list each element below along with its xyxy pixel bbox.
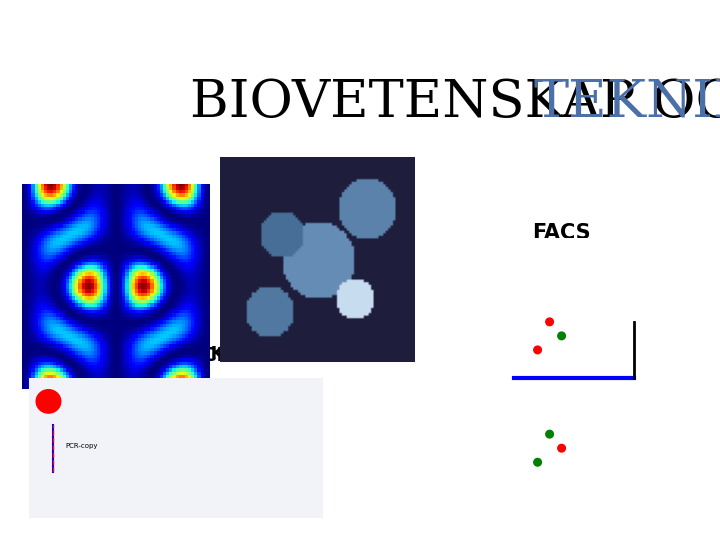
Point xyxy=(532,346,544,354)
Point xyxy=(556,332,567,340)
Text: FACS: FACS xyxy=(532,223,591,243)
Text: BIOVETENSKAP OCH: BIOVETENSKAP OCH xyxy=(190,77,720,128)
Text: TEKNIK: TEKNIK xyxy=(534,77,720,128)
Text: PCR: PCR xyxy=(188,346,232,366)
Circle shape xyxy=(36,390,60,413)
Point xyxy=(544,318,555,326)
Point xyxy=(532,458,544,467)
Point xyxy=(544,430,555,438)
Text: MIKROSKOPI: MIKROSKOPI xyxy=(271,162,400,180)
Text: PCR-copy: PCR-copy xyxy=(66,443,98,449)
Text: SPEKTROSKOPI: SPEKTROSKOPI xyxy=(104,345,259,363)
Point xyxy=(556,444,567,453)
